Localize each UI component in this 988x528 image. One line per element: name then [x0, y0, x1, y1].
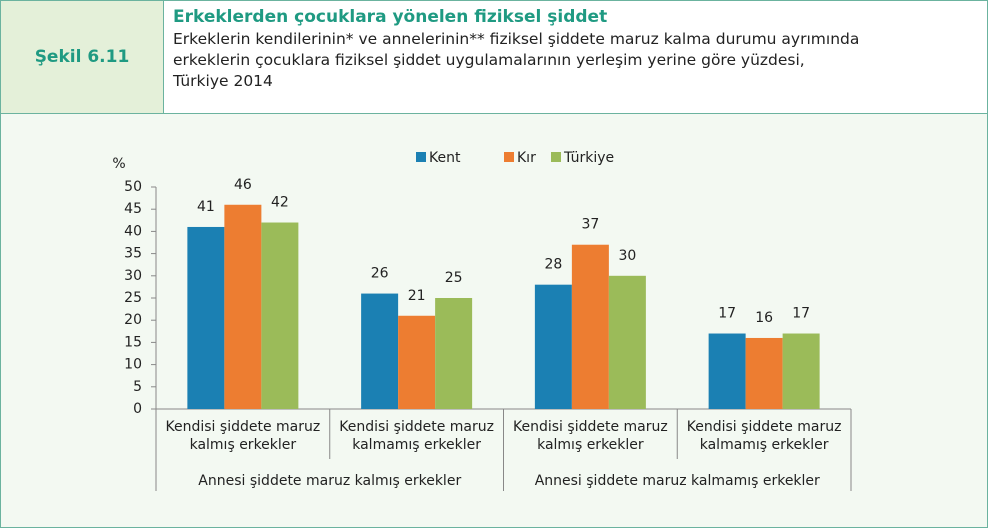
legend-label: Kır	[517, 150, 536, 166]
y-tick-label: 5	[133, 379, 142, 395]
data-label: 17	[718, 306, 736, 322]
data-label: 30	[618, 248, 636, 264]
x-tick-label: Kendisi şiddete maruz	[513, 419, 668, 435]
legend-swatch	[416, 152, 426, 162]
x-tick-label: Kendisi şiddete maruz	[166, 419, 321, 435]
x-tick-label: kalmamış erkekler	[352, 437, 481, 453]
chart: % 0 5 10 15 20 25 30 35 40 45 50 Kendisi şiddete ma…	[112, 150, 852, 491]
y-tick-label: 0	[133, 401, 142, 417]
x-tick-label: kalmış erkekler	[537, 437, 644, 453]
group-label: Annesi şiddete maruz kalmamış erkekler	[535, 473, 820, 489]
bar	[435, 298, 473, 409]
bar	[398, 315, 436, 409]
data-label: 17	[792, 306, 810, 322]
data-label: 41	[197, 199, 215, 215]
data-label: 16	[755, 310, 773, 326]
y-axis-label: %	[112, 156, 125, 172]
bar	[708, 333, 746, 409]
bar	[571, 244, 609, 409]
y-tick-label: 50	[124, 179, 142, 195]
data-label: 37	[581, 217, 599, 233]
subtitle-line: erkeklerin çocuklara fiziksel şiddet uyg…	[173, 51, 805, 69]
y-tick-label: 35	[124, 246, 142, 262]
data-label: 25	[445, 270, 463, 286]
y-tick-label: 45	[124, 201, 142, 217]
subtitle-line: Türkiye 2014	[173, 72, 273, 90]
bar	[745, 337, 783, 409]
bar	[782, 333, 820, 409]
bar	[608, 275, 646, 409]
y-tick-label: 20	[124, 312, 142, 328]
x-tick-label: kalmamış erkekler	[700, 437, 829, 453]
data-label: 42	[271, 195, 289, 211]
data-label: 26	[371, 266, 389, 282]
subtitle: Erkeklerin kendilerinin* ve annelerinin*…	[173, 29, 859, 92]
y-tick-label: 30	[124, 268, 142, 284]
group-label: Annesi şiddete maruz kalmış erkekler	[198, 473, 461, 489]
header: Şekil 6.11 Erkeklerden çocuklara yönelen…	[1, 1, 987, 114]
legend-swatch	[504, 152, 514, 162]
bar	[361, 293, 399, 409]
figure-label: Şekil 6.11	[1, 1, 164, 113]
legend-swatch	[551, 152, 561, 162]
chart-title: Erkeklerden çocuklara yönelen fiziksel ş…	[173, 7, 608, 27]
bar	[261, 222, 299, 409]
y-tick-label: 25	[124, 290, 142, 306]
x-tick-label: Kendisi şiddete maruz	[339, 419, 494, 435]
x-tick-label: Kendisi şiddete maruz	[687, 419, 842, 435]
y-tick-label: 15	[124, 334, 142, 350]
y-tick-label: 10	[124, 357, 142, 373]
bar	[224, 204, 262, 409]
bar	[187, 226, 225, 409]
subtitle-line: Erkeklerin kendilerinin* ve annelerinin*…	[173, 30, 860, 48]
data-label: 46	[234, 177, 252, 193]
legend-label: Kent	[429, 150, 461, 166]
x-tick-label: kalmış erkekler	[190, 437, 297, 453]
legend-label: Türkiye	[563, 150, 614, 166]
y-tick-label: 40	[124, 223, 142, 239]
bar	[534, 284, 572, 409]
data-label: 21	[408, 288, 426, 304]
data-label: 28	[544, 257, 562, 273]
